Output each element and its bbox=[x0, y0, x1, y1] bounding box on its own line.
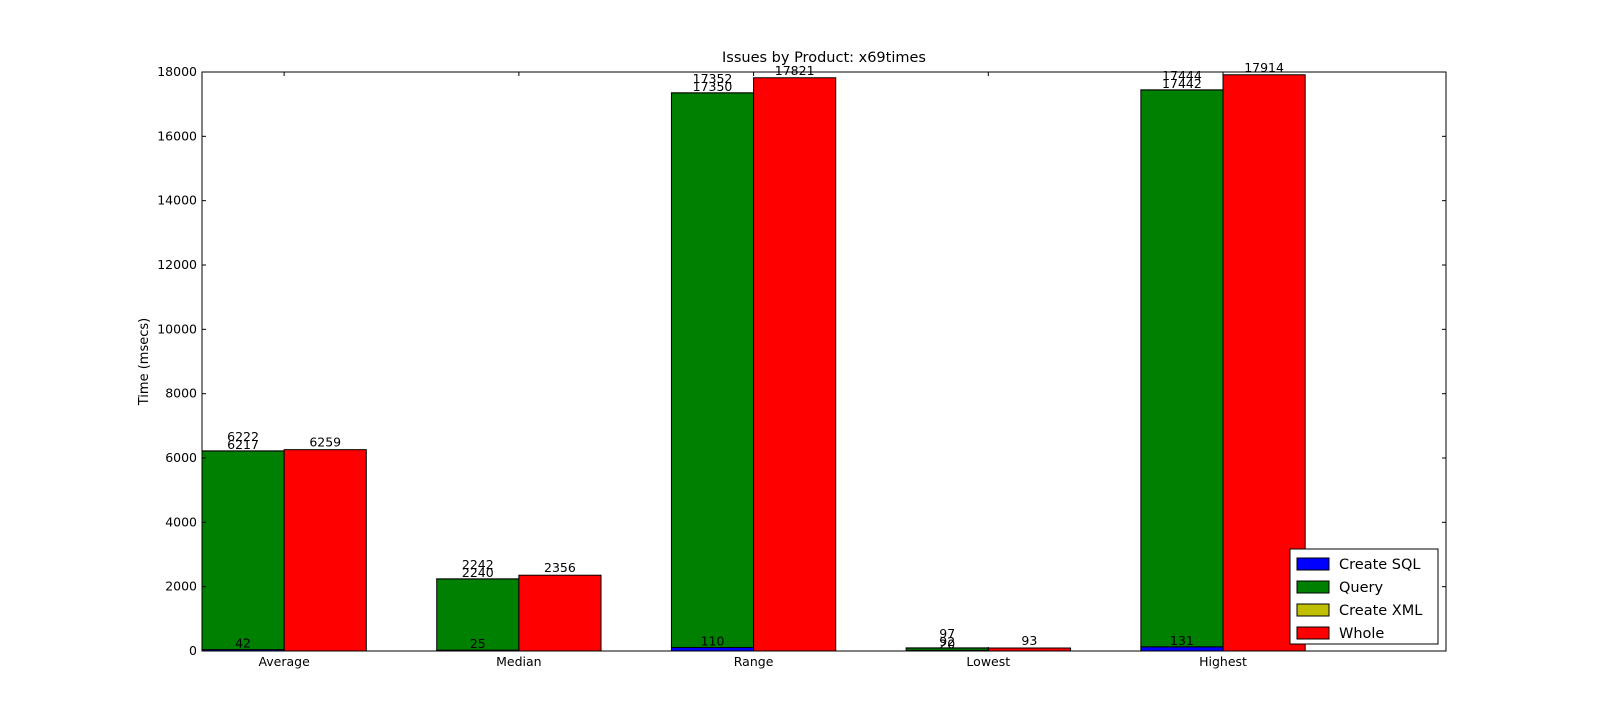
legend-swatch-query bbox=[1296, 580, 1330, 594]
y-axis-label: Time (msecs) bbox=[137, 318, 152, 406]
legend-swatch-create-xml bbox=[1296, 603, 1330, 617]
x-tick-label: Median bbox=[496, 654, 541, 669]
legend-label: Whole bbox=[1339, 626, 1384, 642]
bar-query bbox=[436, 578, 520, 651]
bars-group bbox=[201, 74, 1306, 652]
legend: Create SQL Query Create XML Whole bbox=[1289, 548, 1439, 645]
data-label-whole: 17914 bbox=[1244, 60, 1284, 75]
y-tick-label: 0 bbox=[189, 643, 197, 658]
data-label-query: 17350 bbox=[693, 79, 733, 94]
bar-whole bbox=[518, 574, 602, 652]
y-tick-label: 14000 bbox=[157, 193, 197, 208]
plot-frame bbox=[201, 71, 1447, 652]
axes-group: Average Median Range Lowest Highest 0 2000 4000… bbox=[157, 64, 1447, 669]
legend-label: Query bbox=[1339, 580, 1383, 596]
data-label-create-xml: 17444 bbox=[1162, 68, 1202, 83]
data-label-query: 2240 bbox=[462, 565, 494, 580]
y-tick-label: 4000 bbox=[165, 514, 197, 529]
data-label-create-xml: 6222 bbox=[227, 429, 259, 444]
data-label-create-sql: 42 bbox=[235, 636, 251, 651]
bar-query bbox=[201, 450, 285, 651]
data-label-create-xml: 2242 bbox=[462, 557, 494, 572]
legend-label: Create SQL bbox=[1339, 557, 1421, 573]
y-tick-label: 16000 bbox=[157, 128, 197, 143]
data-label-whole: 17821 bbox=[775, 63, 815, 78]
data-label-query: 6217 bbox=[227, 437, 259, 452]
data-label-whole: 2356 bbox=[544, 560, 576, 575]
data-label-whole: 6259 bbox=[309, 435, 341, 450]
bar-whole bbox=[283, 449, 367, 652]
x-tick-label: Range bbox=[734, 654, 774, 669]
x-tick-label: Lowest bbox=[966, 654, 1010, 669]
bar-query bbox=[1140, 89, 1224, 648]
bar-whole bbox=[753, 77, 837, 652]
data-label-create-sql: 25 bbox=[470, 636, 486, 651]
data-label-create-sql: 20 bbox=[939, 636, 955, 651]
data-label-query: 92 bbox=[939, 634, 955, 649]
legend-swatch-whole bbox=[1296, 626, 1330, 640]
y-tick-label: 12000 bbox=[157, 257, 197, 272]
bar-query bbox=[670, 92, 755, 648]
data-label-create-sql: 110 bbox=[701, 633, 725, 648]
y-tick-label: 10000 bbox=[157, 321, 197, 336]
data-label-query: 17442 bbox=[1162, 76, 1202, 91]
y-tick-label: 2000 bbox=[165, 579, 197, 594]
data-label-create-xml: 17352 bbox=[693, 71, 733, 86]
data-label-whole: 93 bbox=[1021, 633, 1037, 648]
legend-swatch-create-sql bbox=[1296, 557, 1330, 571]
y-tick-label: 18000 bbox=[157, 64, 197, 79]
data-label-create-xml: 97 bbox=[939, 626, 955, 641]
chart-title: Issues by Product: x69times bbox=[722, 50, 926, 66]
x-tick-label: Highest bbox=[1199, 654, 1247, 669]
y-tick-label: 6000 bbox=[165, 450, 197, 465]
y-tick-label: 8000 bbox=[165, 386, 197, 401]
data-label-create-sql: 131 bbox=[1170, 633, 1194, 648]
legend-label: Create XML bbox=[1339, 603, 1422, 619]
x-tick-label: Average bbox=[258, 654, 310, 669]
